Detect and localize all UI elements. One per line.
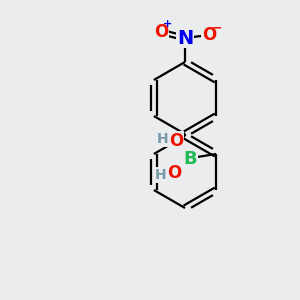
Text: O: O (154, 23, 168, 41)
Text: +: + (164, 19, 172, 29)
Text: −: − (212, 22, 222, 34)
Text: O: O (169, 132, 183, 150)
Text: H: H (154, 168, 166, 182)
Text: O: O (202, 26, 216, 44)
Text: H: H (156, 132, 168, 146)
Text: N: N (177, 28, 193, 47)
Text: B: B (183, 150, 197, 168)
Text: O: O (167, 164, 181, 182)
